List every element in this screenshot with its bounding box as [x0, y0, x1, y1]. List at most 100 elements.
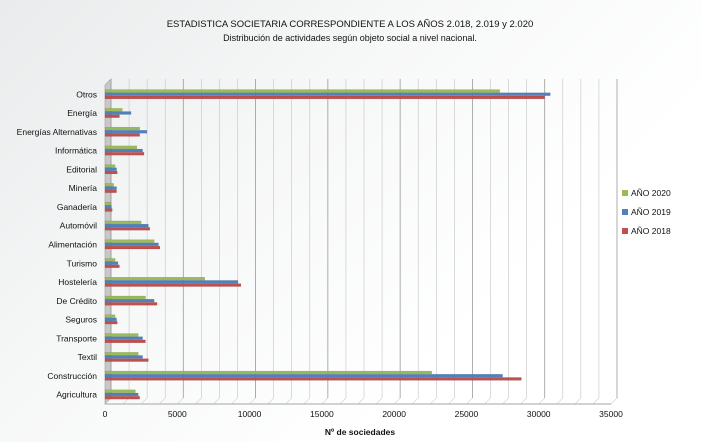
x-tick-label: 20000 — [382, 409, 406, 419]
legend: AÑO 2020 AÑO 2019 AÑO 2018 — [622, 188, 671, 236]
category-label: Energías Alternativas — [17, 127, 97, 137]
bar-ano-2019 — [104, 205, 112, 209]
x-tick-label: 0 — [103, 409, 108, 419]
legend-label: AÑO 2020 — [631, 188, 671, 198]
category-labels: Otros Energía Energías Alternativas Informá… — [17, 89, 98, 399]
bar-ano-2019 — [104, 374, 503, 378]
bar-ano-2020 — [104, 258, 116, 262]
legend-label: AÑO 2018 — [631, 226, 671, 236]
bar-ano-2019 — [104, 299, 155, 303]
bar-ano-2019 — [104, 92, 551, 96]
gridlines — [104, 79, 618, 405]
bar-ano-2018 — [104, 339, 146, 343]
category-label: Energía — [67, 108, 97, 118]
x-tick-label: 15000 — [310, 409, 334, 419]
gridline-floor — [412, 397, 419, 405]
gridline-floor — [556, 397, 563, 405]
gridline-floor — [538, 397, 545, 405]
category-label: Automóvil — [60, 221, 97, 231]
chart-title: ESTADISTICA SOCIETARIA CORRESPONDIENTE A… — [167, 19, 534, 30]
plot-floor — [104, 78, 611, 405]
bar-ano-2019 — [104, 280, 239, 284]
bar-ano-2020 — [104, 126, 140, 131]
gridline-floor — [213, 397, 220, 405]
gridline-floor — [267, 397, 274, 405]
bar-ano-2018 — [104, 133, 140, 137]
gridline-floor — [466, 397, 473, 405]
gridline-floor — [159, 397, 166, 405]
gridline-floor — [321, 397, 329, 405]
category-label: Ganadería — [57, 202, 97, 212]
gridline-floor — [249, 397, 256, 405]
legend-label: AÑO 2019 — [631, 207, 671, 217]
bar-ano-2019 — [104, 261, 119, 265]
bar-ano-2020 — [104, 202, 111, 206]
gridline-floor — [339, 397, 347, 405]
bar-ano-2018 — [104, 302, 158, 306]
gridline-floor — [448, 397, 455, 405]
category-label: Hostelería — [58, 277, 97, 287]
bar-ano-2020 — [104, 183, 114, 187]
bar-ano-2019 — [104, 355, 143, 359]
gridline-floor — [285, 397, 292, 405]
category-label: Seguros — [65, 315, 97, 325]
gridline-floor — [610, 397, 618, 405]
x-tick-label: 10000 — [238, 409, 262, 419]
bar-ano-2020 — [104, 145, 137, 149]
bar-ano-2019 — [104, 167, 117, 171]
category-label: Textil — [78, 352, 97, 362]
x-tick-label: 25000 — [455, 409, 479, 419]
x-tick-label: 5000 — [168, 409, 187, 419]
x-tick-label: 30000 — [527, 409, 551, 419]
bar-ano-2019 — [104, 111, 132, 115]
bar-ano-2019 — [104, 186, 117, 190]
gridline-floor — [375, 397, 383, 405]
bar-ano-2019 — [104, 130, 148, 134]
x-axis-title: Nº de sociedades — [325, 427, 395, 437]
bar-ano-2019 — [104, 392, 139, 397]
category-label: Editorial — [66, 164, 97, 174]
bar-ano-2020 — [104, 277, 205, 281]
gridline-floor — [592, 397, 600, 405]
bar-ano-2018 — [104, 95, 545, 100]
legend-swatch — [622, 228, 628, 234]
gridline-floor — [574, 397, 582, 405]
bar-ano-2020 — [104, 314, 116, 318]
bar-ano-2020 — [104, 389, 136, 393]
bar-ano-2020 — [104, 370, 432, 375]
bar-ano-2020 — [104, 239, 155, 243]
x-tick-label: 35000 — [599, 409, 623, 419]
category-label: Informática — [55, 146, 97, 156]
bar-ano-2020 — [104, 108, 123, 112]
bar-ano-2018 — [104, 152, 145, 156]
bar-ano-2019 — [104, 223, 149, 228]
bar-ano-2020 — [104, 89, 500, 93]
category-label: Construcción — [47, 371, 97, 381]
chart-subtitle: Distribución de actividades según objeto… — [223, 33, 477, 43]
bar-ano-2020 — [104, 220, 142, 224]
bar-ano-2020 — [104, 352, 139, 356]
bar-ano-2018 — [104, 264, 120, 268]
category-label: De Crédito — [56, 296, 97, 306]
bar-ano-2018 — [104, 377, 522, 381]
gridline-floor — [177, 397, 184, 405]
gridline-floor — [520, 397, 527, 405]
bar-ano-2019 — [104, 242, 159, 246]
bar-ano-2018 — [104, 321, 118, 325]
gridline-floor — [484, 397, 491, 405]
bar-ano-2018 — [104, 358, 149, 362]
bars — [104, 89, 551, 400]
bar-ano-2018 — [104, 170, 118, 175]
bar-ano-2020 — [104, 295, 146, 300]
x-tick-labels: 0 5000 10000 15000 20000 25000 30000 35000 — [103, 409, 623, 419]
bar-ano-2019 — [104, 336, 143, 340]
category-label: Agricultura — [56, 390, 97, 400]
gridline-floor — [357, 397, 365, 405]
bar-ano-2018 — [104, 208, 113, 212]
gridline-floor — [231, 397, 238, 405]
gridline-floor — [140, 397, 148, 405]
gridline-floor — [195, 397, 202, 405]
legend-swatch — [622, 209, 628, 215]
gridline-floor — [502, 397, 509, 405]
